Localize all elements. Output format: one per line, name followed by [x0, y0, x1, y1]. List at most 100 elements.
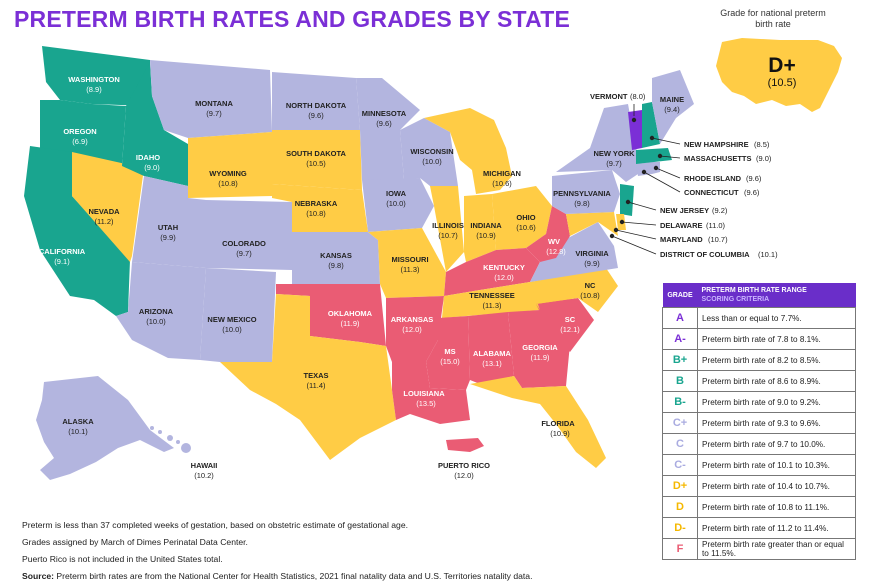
label-ID: IDAHO: [136, 153, 160, 162]
state-MA: [636, 148, 672, 164]
label-WA: WASHINGTON: [68, 75, 120, 84]
rate-SD: (10.5): [306, 159, 326, 168]
legend-range-text: Less than or equal to 7.7%.: [697, 307, 856, 329]
state-MS: [426, 316, 470, 390]
label-UT: UTAH: [158, 223, 178, 232]
legend-range-text: Preterm birth rate of 8.6 to 8.9%.: [697, 370, 856, 392]
label-MS: MS: [444, 347, 455, 356]
label-NM: NEW MEXICO: [207, 315, 256, 324]
rate-AZ: (10.0): [146, 317, 166, 326]
state-OH: [492, 186, 552, 250]
legend-header-subtitle: SCORING CRITERIA: [701, 296, 770, 303]
label-IL: ILLINOIS: [432, 221, 464, 230]
label-TX: TEXAS: [303, 371, 328, 380]
callout-MD-rate: (10.7): [708, 235, 728, 244]
legend-grade: F: [662, 538, 698, 560]
label-HI: HAWAII: [191, 461, 218, 470]
legend-row: C+ Preterm birth rate of 9.3 to 9.6%.: [662, 412, 856, 434]
note-puerto-rico: Puerto Rico is not included in the Unite…: [22, 554, 223, 564]
legend-row: C- Preterm birth rate of 10.1 to 10.3%.: [662, 454, 856, 476]
label-IN: INDIANA: [470, 221, 502, 230]
footnotes: Preterm is less than 37 completed weeks …: [22, 517, 532, 585]
rate-FL: (10.9): [550, 429, 570, 438]
state-CT: [636, 162, 652, 176]
label-MO: MISSOURI: [391, 255, 428, 264]
label-WY: WYOMING: [209, 169, 247, 178]
state-NY: [556, 104, 644, 182]
state-NH: [642, 102, 660, 148]
legend-range-text: Preterm birth rate of 9.0 to 9.2%.: [697, 391, 856, 413]
legend-range-text: Preterm birth rate greater than or equal…: [697, 538, 856, 560]
label-FL: FLORIDA: [541, 419, 575, 428]
state-MT: [150, 60, 272, 138]
rate-NV: (11.2): [94, 217, 114, 226]
label-MT: MONTANA: [195, 99, 233, 108]
label-LA: LOUISIANA: [403, 389, 445, 398]
label-AR: ARKANSAS: [391, 315, 434, 324]
rate-WV: (12.8): [546, 247, 566, 256]
label-AK: ALASKA: [62, 417, 94, 426]
state-KS: [292, 232, 380, 284]
state-CA: [24, 146, 130, 316]
rate-IL: (10.7): [438, 231, 458, 240]
rate-NM: (10.0): [222, 325, 242, 334]
callout-NH-rate: (8.5): [754, 140, 770, 149]
label-NE: NEBRASKA: [295, 199, 338, 208]
rate-IN: (10.9): [476, 231, 496, 240]
legend-grade: A-: [662, 328, 698, 350]
rate-TX: (11.4): [306, 381, 326, 390]
callout-NH: NEW HAMPSHIRE: [684, 140, 749, 149]
state-HI: [150, 426, 191, 453]
state-CO: [206, 200, 292, 270]
legend-range-text: Preterm birth rate of 9.3 to 9.6%.: [697, 412, 856, 434]
state-WY: [188, 132, 272, 198]
legend-row: D- Preterm birth rate of 11.2 to 11.4%.: [662, 517, 856, 539]
label-KY: KENTUCKY: [483, 263, 525, 272]
callout-NJ-rate: (9.2): [712, 206, 728, 215]
label-AL: ALABAMA: [473, 349, 511, 358]
legend-row: D+ Preterm birth rate of 10.4 to 10.7%.: [662, 475, 856, 497]
label-NC: NC: [585, 281, 596, 290]
state-IN: [464, 194, 496, 262]
state-labels: WASHINGTON (8.9) OREGON (6.9) CALIFORNIA…: [39, 75, 684, 480]
label-CA: CALIFORNIA: [39, 247, 86, 256]
state-AL: [468, 312, 514, 384]
state-IL: [430, 186, 464, 272]
rate-KS: (9.8): [328, 261, 344, 270]
label-SC: SC: [565, 315, 576, 324]
legend-row: B+ Preterm birth rate of 8.2 to 8.5%.: [662, 349, 856, 371]
legend-body: A Less than or equal to 7.7%. A- Preterm bi…: [662, 307, 856, 560]
state-ME: [652, 70, 694, 144]
national-us-silhouette: [716, 38, 842, 112]
legend-grade: D-: [662, 517, 698, 539]
callout-VT-rate: (8.0): [630, 92, 646, 101]
rate-MI: (10.6): [492, 179, 512, 188]
rate-NY: (9.7): [606, 159, 622, 168]
page-title: PRETERM BIRTH RATES AND GRADES BY STATE: [14, 6, 570, 32]
state-VT: [628, 110, 642, 150]
label-CO: COLORADO: [222, 239, 266, 248]
rate-LA: (13.5): [416, 399, 436, 408]
callout-RI-rate: (9.6): [746, 174, 762, 183]
legend-header-grade: GRADE: [662, 283, 698, 308]
state-SC: [536, 298, 594, 352]
state-MO: [368, 228, 446, 298]
label-TN: TENNESSEE: [469, 291, 514, 300]
label-OK: OKLAHOMA: [328, 309, 373, 318]
legend-row: C Preterm birth rate of 9.7 to 10.0%.: [662, 433, 856, 455]
callout-VT: VERMONT: [590, 92, 628, 101]
legend-header-row: GRADE PRETERM BIRTH RATE RANGE SCORING C…: [662, 283, 856, 308]
callout-NJ: NEW JERSEY: [660, 206, 709, 215]
callout-labels: VERMONT (8.0) NEW HAMPSHIRE (8.5) MASSAC…: [590, 92, 778, 259]
label-AZ: ARIZONA: [139, 307, 174, 316]
northeast-callouts: [609, 104, 681, 255]
rate-PA: (9.8): [574, 199, 590, 208]
legend-grade: D: [662, 496, 698, 518]
note-definition: Preterm is less than 37 completed weeks …: [22, 520, 408, 530]
rate-OK: (11.9): [340, 319, 360, 328]
legend-range-text: Preterm birth rate of 9.7 to 10.0%.: [697, 433, 856, 455]
state-NE: [272, 184, 368, 232]
rate-AL: (13.1): [482, 359, 502, 368]
